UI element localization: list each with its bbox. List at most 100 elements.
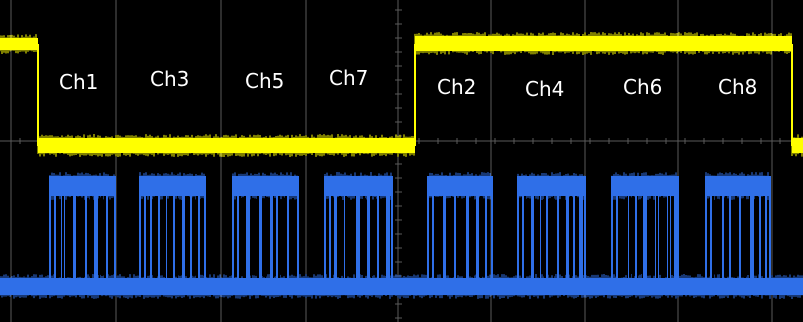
burst-gap: [165, 196, 166, 278]
burst-pulse: [729, 196, 731, 278]
burst-gap: [465, 196, 466, 278]
channel-label-ch1: Ch1: [59, 70, 99, 94]
burst-gap: [434, 196, 435, 278]
burst-pulse: [635, 196, 638, 278]
burst-gap: [661, 196, 663, 278]
channel-label-ch2: Ch2: [437, 75, 477, 99]
burst-pulse: [258, 196, 262, 278]
burst-pulse: [246, 196, 250, 278]
burst-gap: [480, 196, 482, 278]
burst-gap: [627, 196, 628, 278]
burst-pulse: [377, 196, 380, 278]
burst-pulse: [329, 196, 331, 278]
burst-gap: [355, 196, 356, 278]
burst-pulse: [616, 196, 619, 278]
burst-pulse: [270, 196, 273, 278]
burst-gap: [618, 196, 619, 278]
burst-gap: [251, 196, 252, 278]
burst-pulse: [566, 196, 569, 278]
burst-pulse: [386, 196, 390, 278]
burst-gap: [363, 196, 365, 278]
burst-gap: [171, 196, 173, 278]
burst-gap: [763, 196, 765, 278]
channel-label-ch8: Ch8: [718, 75, 758, 99]
burst-gap: [331, 196, 333, 278]
burst-gap: [379, 196, 380, 278]
burst-gap: [278, 196, 280, 278]
burst-pulse: [710, 196, 712, 278]
burst-gap: [570, 196, 572, 278]
burst-pulse: [579, 196, 583, 278]
burst-pulse: [557, 196, 559, 278]
burst-gap: [442, 196, 443, 278]
burst-pulse: [674, 196, 678, 278]
burst-pulse: [476, 196, 479, 278]
burst-gap: [345, 196, 347, 278]
burst-gap: [76, 196, 77, 278]
burst-gap: [563, 196, 565, 278]
burst-pulse: [432, 196, 434, 278]
burst-gap: [239, 196, 241, 278]
burst-pulse: [73, 196, 76, 278]
burst-gap: [257, 196, 259, 278]
burst-gap: [71, 196, 73, 278]
channel-label-ch7: Ch7: [329, 66, 369, 90]
burst-gap: [273, 196, 274, 278]
burst-gap: [632, 196, 634, 278]
burst-gap: [757, 196, 758, 278]
burst-gap: [90, 196, 92, 278]
burst-pulse: [54, 196, 56, 278]
burst-pulse: [643, 196, 647, 278]
burst-gap: [651, 196, 653, 278]
burst-pulse: [150, 196, 152, 278]
burst-gap: [539, 196, 540, 278]
burst-gap: [735, 196, 737, 278]
burst-pulse: [764, 196, 767, 278]
burst-pulse: [173, 196, 175, 278]
burst-gap: [339, 196, 341, 278]
burst-gap: [456, 196, 457, 278]
burst-pulse: [182, 196, 185, 278]
burst-gap: [104, 196, 106, 278]
burst-pulse: [190, 196, 192, 278]
burst-gap: [642, 196, 643, 278]
burst-pulse: [750, 196, 754, 278]
burst-pulse: [144, 196, 146, 278]
burst-gap: [712, 196, 714, 278]
burst-gap: [544, 196, 546, 278]
burst-pulse: [531, 196, 535, 278]
burst-gap: [749, 196, 750, 278]
burst-gap: [371, 196, 372, 278]
burst-pulse: [85, 196, 87, 278]
burst-gap: [187, 196, 189, 278]
burst-gap: [451, 196, 452, 278]
burst-pulse: [739, 196, 741, 278]
burst-gap: [637, 196, 638, 278]
burst-pulse: [197, 196, 200, 278]
burst-gap: [244, 196, 246, 278]
burst-pulse: [334, 196, 337, 278]
burst-gap: [99, 196, 100, 278]
channel-label-ch3: Ch3: [150, 67, 190, 91]
burst-gap: [534, 196, 535, 278]
channel-label-ch4: Ch4: [525, 77, 565, 101]
channel-label-ch6: Ch6: [623, 75, 663, 99]
burst-gap: [62, 196, 64, 278]
burst-gap: [720, 196, 722, 278]
burst-pulse: [485, 196, 487, 278]
burst-pulse: [356, 196, 360, 278]
burst-gap: [744, 196, 746, 278]
burst-gap: [524, 196, 526, 278]
burst-gap: [265, 196, 266, 278]
burst-pulse: [442, 196, 446, 278]
burst-gap: [668, 196, 670, 278]
burst-pulse: [367, 196, 370, 278]
channel-label-ch5: Ch5: [245, 69, 285, 93]
burst-gap: [155, 196, 157, 278]
burst-pulse: [466, 196, 469, 278]
burst-gap: [83, 196, 84, 278]
burst-pulse: [158, 196, 160, 278]
burst-gap: [56, 196, 58, 278]
